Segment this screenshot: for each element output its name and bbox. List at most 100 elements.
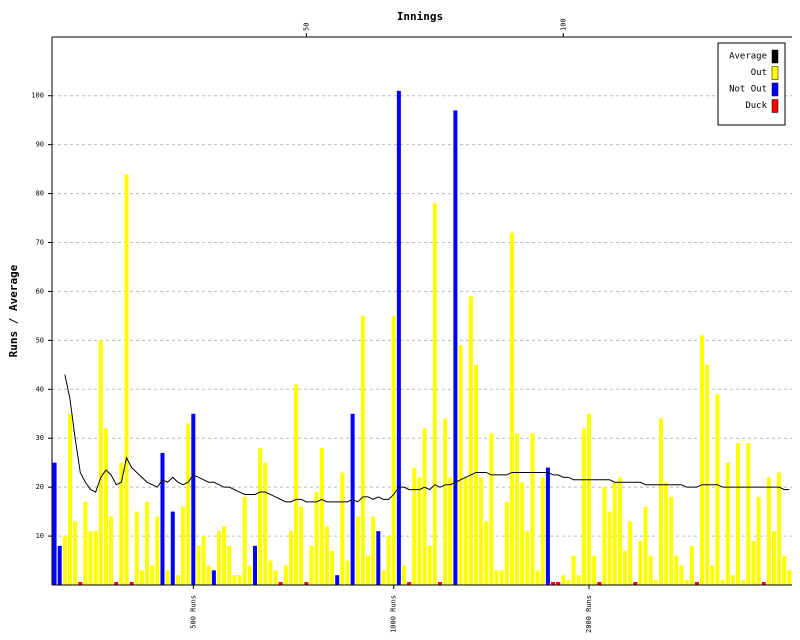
bar: [391, 315, 396, 585]
bar: [252, 545, 257, 585]
duck-marker: [78, 582, 83, 585]
x2-tick-label: 2000 Runs: [585, 595, 593, 633]
y-tick-label: 20: [36, 483, 44, 491]
bar: [186, 423, 191, 585]
x-tick-label: 100: [559, 18, 567, 31]
bar: [222, 526, 227, 585]
bar: [736, 443, 741, 585]
duck-marker: [556, 582, 561, 585]
bar: [622, 550, 627, 585]
bar: [93, 531, 98, 585]
bar: [782, 555, 787, 585]
x2-tick-label: 1000 Runs: [390, 595, 398, 633]
bar: [83, 501, 88, 585]
legend-swatch: [771, 66, 779, 80]
bar: [468, 296, 473, 585]
bar: [705, 364, 710, 585]
duck-marker: [407, 582, 412, 585]
legend: Average Out Not Out Duck: [717, 42, 786, 126]
duck-marker: [597, 582, 602, 585]
bar: [165, 570, 170, 585]
bar: [653, 580, 658, 585]
bar: [314, 492, 319, 585]
bar: [381, 570, 386, 585]
bar: [330, 550, 335, 585]
y-tick-label: 30: [36, 434, 44, 442]
bar: [710, 565, 715, 585]
bar: [52, 462, 57, 585]
bar: [484, 521, 489, 585]
bar: [417, 477, 422, 585]
bar: [777, 472, 782, 585]
bar: [258, 448, 263, 585]
bar: [720, 580, 725, 585]
bar: [576, 575, 581, 585]
legend-swatch: [771, 49, 779, 64]
duck-marker: [114, 582, 119, 585]
bar: [283, 565, 288, 585]
y-tick-label: 100: [31, 92, 44, 100]
bar: [103, 428, 108, 585]
bar: [751, 540, 756, 585]
y-axis-title: Runs / Average: [7, 264, 20, 357]
legend-label: Duck: [745, 101, 767, 111]
average-line: [64, 374, 790, 503]
legend-label: Out: [751, 68, 767, 78]
bar: [545, 467, 550, 585]
bar: [602, 487, 607, 585]
legend-label: Average: [729, 52, 767, 62]
bar: [679, 565, 684, 585]
bar: [88, 531, 93, 585]
bar: [772, 531, 777, 585]
bar: [237, 575, 242, 585]
bar: [489, 433, 494, 585]
y-tick-label: 60: [36, 287, 44, 295]
bar: [109, 516, 114, 585]
bar: [355, 516, 360, 585]
bar: [175, 575, 180, 585]
bar: [139, 570, 144, 585]
bar: [360, 315, 365, 585]
bar: [658, 418, 663, 585]
bar: [181, 506, 186, 585]
legend-label: Not Out: [729, 85, 767, 95]
bar: [145, 501, 150, 585]
duck-marker: [694, 582, 699, 585]
y-tick-label: 10: [36, 532, 44, 540]
bar: [57, 545, 62, 585]
bar: [453, 110, 458, 586]
legend-swatch: [771, 82, 779, 97]
bar: [386, 536, 391, 585]
bar: [684, 580, 689, 585]
bar: [396, 90, 401, 586]
bar: [62, 536, 67, 585]
duck-marker: [304, 582, 309, 585]
bar: [540, 477, 545, 585]
bar: [299, 506, 304, 585]
bar: [587, 413, 592, 585]
bar: [422, 428, 427, 585]
bar: [463, 477, 468, 585]
bar: [725, 462, 730, 585]
duck-marker: [633, 582, 638, 585]
y-tick-label: 70: [36, 239, 44, 247]
bar: [150, 565, 155, 585]
bar: [170, 511, 175, 585]
bar: [335, 575, 340, 585]
bar: [191, 413, 196, 585]
bar: [535, 570, 540, 585]
bar: [571, 555, 576, 585]
bar: [756, 496, 761, 585]
bar: [412, 467, 417, 585]
bar: [746, 443, 751, 585]
bar: [273, 570, 278, 585]
bar: [119, 462, 124, 585]
bar: [473, 364, 478, 585]
bar: [566, 580, 571, 585]
y-tick-label: 50: [36, 336, 44, 344]
bar: [268, 560, 273, 585]
y-tick-label: 40: [36, 385, 44, 393]
bar: [242, 496, 247, 585]
